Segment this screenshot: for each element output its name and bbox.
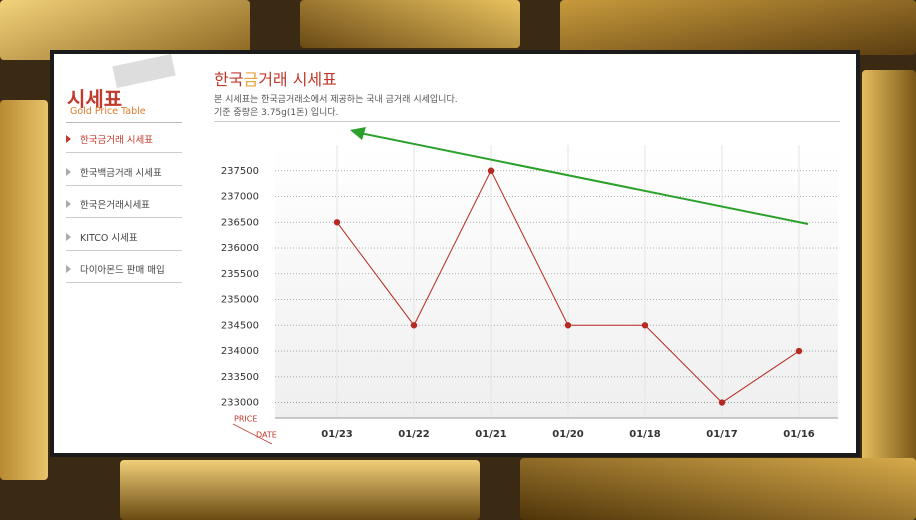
y-tick-label: 236500 (221, 217, 259, 228)
data-point (410, 322, 418, 329)
data-point (795, 347, 803, 355)
y-tick-label: 234500 (221, 320, 259, 331)
divider (66, 122, 182, 123)
x-tick-label: 01/18 (629, 429, 661, 440)
y-tick-label: 237000 (221, 192, 259, 203)
data-point (718, 399, 726, 406)
y-tick-label: 233500 (221, 372, 259, 383)
y-tick-label: 233000 (221, 398, 259, 409)
y-tick-label: 237500 (221, 166, 259, 177)
data-point (564, 322, 572, 329)
divider (66, 282, 182, 283)
data-point (641, 322, 649, 329)
menu-item[interactable]: 한국백금거래 시세표 (80, 167, 162, 179)
menu-bullet (66, 167, 71, 176)
background (0, 100, 48, 480)
data-point (333, 219, 341, 226)
sidebar-title: 시세표 (67, 87, 123, 111)
menu-item[interactable]: 한국은거래시세표 (80, 200, 150, 211)
divider (66, 152, 182, 153)
divider (66, 249, 182, 251)
sidebar-subtitle: Gold Price Table (70, 106, 146, 117)
background (300, 0, 520, 48)
background (862, 70, 916, 490)
title-part: 한국 (214, 70, 244, 89)
x-tick-label: 01/23 (321, 429, 353, 440)
menu-item[interactable]: 다이아몬드 판매 매입 (80, 265, 165, 276)
y-tick-label: 235500 (221, 269, 259, 280)
menu-item[interactable]: 한국금거래 시세표 (80, 135, 153, 146)
title-part: 금 (243, 70, 259, 89)
description: 기준 중량은 3.75g(1돈) 입니다. (214, 108, 339, 118)
page-title: 한국금거래 시세표 (214, 66, 337, 90)
y-tick-label: 235000 (221, 295, 259, 306)
axis-corner (232, 423, 273, 445)
divider (214, 121, 840, 122)
annotation-arrow (359, 132, 809, 225)
menu-bullet (66, 265, 71, 273)
y-axis-label: PRICE (234, 415, 257, 424)
background (520, 458, 916, 520)
x-axis-label: DATE (256, 431, 277, 440)
divider (66, 217, 182, 218)
menu-bullet (66, 135, 71, 143)
title-part: 거래 시세표 (258, 70, 337, 89)
divider (66, 184, 182, 186)
y-tick-label: 236000 (221, 243, 259, 254)
x-tick-label: 01/21 (475, 429, 507, 440)
x-tick-label: 01/20 (552, 429, 584, 440)
plot-area (275, 145, 838, 418)
description: 본 시세표는 한국금거래소에서 제공하는 국내 금거래 시세입니다. (214, 95, 458, 105)
x-tick-label: 01/22 (398, 429, 430, 440)
menu-bullet (66, 232, 71, 241)
background (560, 0, 916, 55)
data-point (487, 167, 495, 174)
menu-bullet (66, 200, 71, 208)
background (120, 460, 480, 520)
x-tick-label: 01/16 (783, 429, 815, 440)
plot: 233000 233500 234000 234500 235000 235500 2360… (221, 145, 838, 440)
x-tick-label: 01/17 (706, 429, 738, 440)
menu-item[interactable]: KITCO 시세표 (80, 232, 138, 244)
y-tick-label: 234000 (221, 346, 259, 357)
arrow-head (350, 127, 366, 140)
